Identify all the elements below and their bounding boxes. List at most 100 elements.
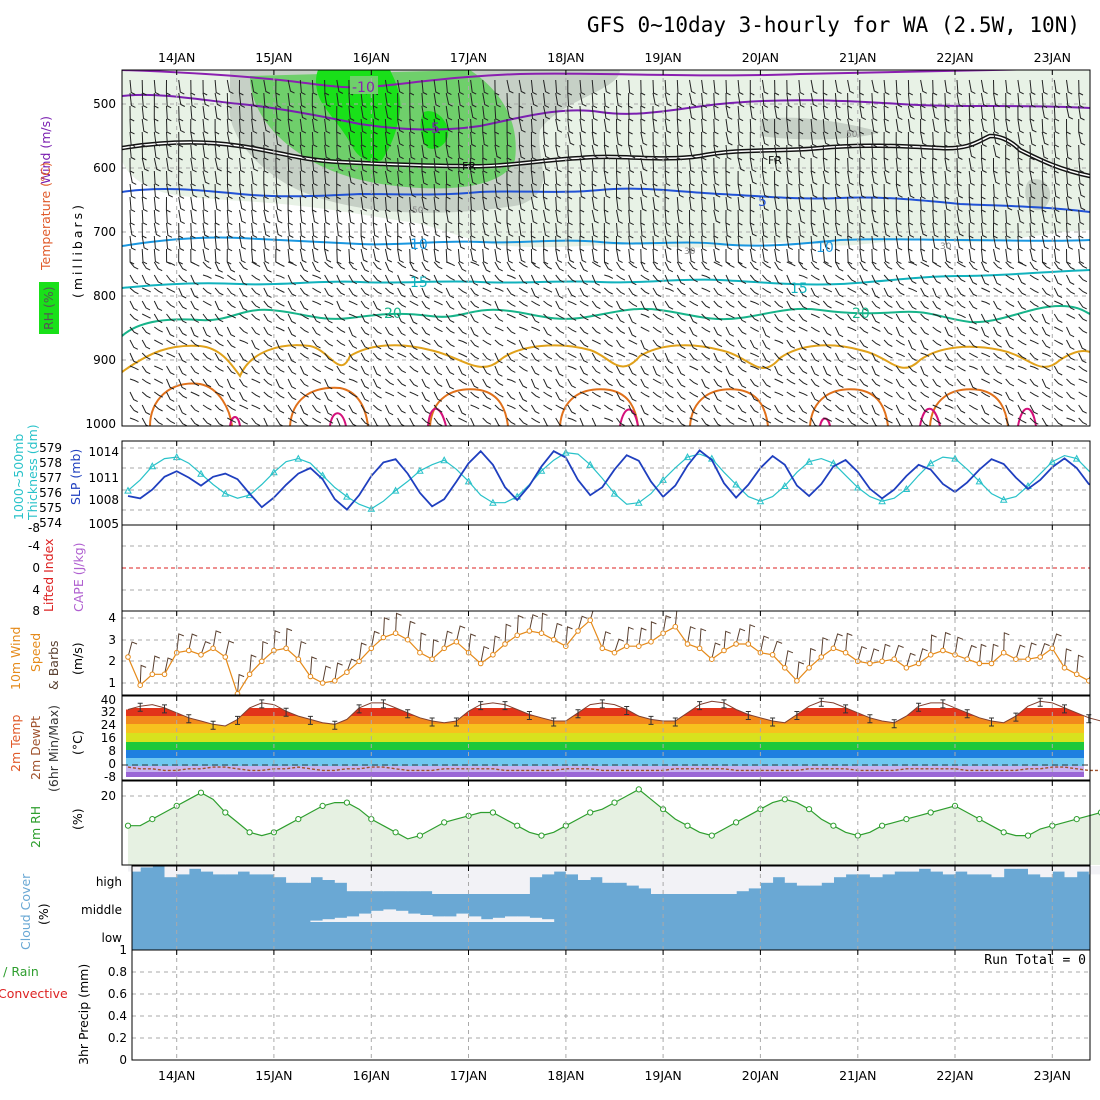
wind-barb (664, 300, 674, 310)
cloud-high-gap (529, 866, 543, 878)
wind-barb (530, 378, 540, 390)
wind-barb (786, 378, 796, 385)
tick-li-8: 8 (32, 604, 40, 618)
wind-barb (871, 391, 881, 400)
wind-barb (859, 196, 866, 212)
wind-barb (470, 79, 477, 95)
wind10m-marker (186, 647, 192, 654)
wind-barb (226, 391, 236, 403)
wind-barb (664, 144, 671, 161)
wind-barb (859, 404, 868, 416)
wind-barb (518, 222, 526, 238)
wind-barb (883, 118, 891, 134)
wind-barb (482, 105, 489, 121)
thickness-marker (1072, 454, 1081, 462)
temp-whisker (478, 701, 484, 711)
wind-barb (749, 105, 757, 121)
wind-barb (676, 287, 686, 296)
wind-barb (384, 339, 394, 351)
cloud-high-gap (383, 866, 397, 892)
label-barbs: & Barbs (46, 640, 61, 690)
wind-barb (153, 196, 160, 212)
wind-barb (445, 300, 455, 310)
wind-barb (421, 170, 428, 186)
wind-barb (1005, 131, 1012, 147)
wind-barb (701, 209, 707, 226)
wind-barb (1053, 378, 1063, 387)
wind-barb (518, 300, 528, 307)
wind-barb (275, 209, 283, 224)
wind-barb-10m (176, 633, 184, 653)
wind-barb (239, 105, 245, 122)
wind-barb (445, 391, 455, 398)
wind-barb (445, 183, 451, 200)
wind-barb (214, 339, 224, 347)
wind-barb (847, 144, 854, 160)
cloud-mid-gap (480, 919, 494, 922)
wind-barb (883, 352, 893, 359)
wind-barb (239, 287, 248, 298)
wind-barb (895, 404, 905, 416)
wind-barb (567, 300, 577, 306)
wind-barb (956, 92, 964, 108)
wind-barb (603, 378, 613, 387)
wind-barb (324, 170, 330, 187)
wind-barb (907, 326, 917, 336)
wind-barb (214, 261, 223, 273)
wind-barb (506, 417, 516, 425)
wind-barb (822, 378, 832, 386)
wind-barb (397, 300, 407, 308)
wind-barb (737, 404, 747, 414)
wind-barb (311, 157, 318, 173)
wind-barb (822, 248, 829, 264)
wind-barb (737, 417, 747, 423)
wind-barb (1053, 365, 1063, 376)
cloud-mid-gap (310, 920, 324, 922)
wind-barb (1066, 261, 1075, 270)
wind-barb (640, 300, 649, 312)
wind10m-marker (161, 671, 168, 678)
wind10m-marker (453, 639, 460, 645)
cloud-high-gap (821, 866, 834, 883)
wind-barb (956, 131, 964, 147)
wind-barb (604, 313, 613, 320)
wind-barb (1066, 144, 1073, 160)
wind-barb (1005, 274, 1015, 281)
wind10m-marker (684, 641, 691, 647)
wind-barb (409, 313, 418, 325)
wind-barb (883, 378, 893, 385)
wind-barb (348, 391, 358, 398)
wind-barb (835, 339, 844, 348)
wind-barb (652, 261, 662, 271)
wind-barb-10m (407, 620, 416, 640)
wind-barb (154, 326, 163, 333)
wind-barb (311, 326, 321, 336)
wind-barb (1041, 170, 1048, 187)
wind-barb (798, 300, 808, 310)
wind-barb (324, 378, 333, 390)
wind-barb (591, 378, 601, 386)
wind-barb (701, 235, 707, 252)
wind-barb (470, 144, 476, 161)
wind-barb (834, 222, 842, 237)
wind-barb (433, 365, 443, 376)
temperature-bands (126, 708, 1084, 777)
cloud-high-gap (492, 866, 506, 894)
wind-barb (907, 300, 917, 310)
wind-barb (299, 79, 306, 96)
wind-barb (518, 79, 526, 94)
wind-barb (944, 417, 954, 423)
wind-barb (652, 365, 661, 377)
wind-barb (324, 326, 334, 333)
wind-barb (737, 326, 747, 335)
dates-top: 14JAN 15JAN 16JAN 17JAN 18JAN 19JAN 20JAN 21JAN… (158, 50, 1071, 65)
cloud-high-gap (1028, 866, 1041, 875)
wind-barb (932, 404, 942, 410)
wind-barb (980, 248, 987, 264)
wind-barb (409, 274, 419, 279)
wind-barb (384, 170, 392, 185)
wind-barb (555, 352, 565, 360)
wind-barb (482, 196, 489, 212)
wind-barb (640, 183, 648, 198)
wind-barb (567, 131, 575, 146)
